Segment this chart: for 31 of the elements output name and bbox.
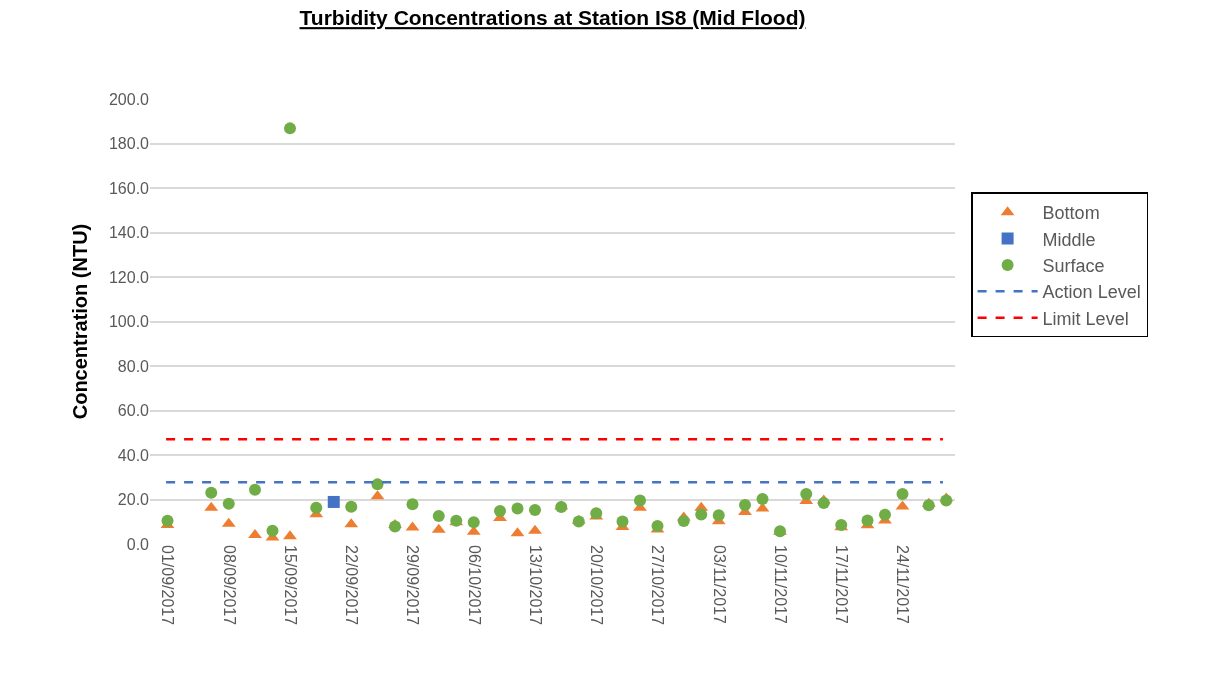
chart-title: Turbidity Concentrations at Station IS8 (Mid Flood) xyxy=(299,6,806,30)
y-axis-title: Concentration (NTU) xyxy=(69,223,92,420)
legend-label: Action Level xyxy=(1042,282,1141,303)
x-tick-label: 20/10/2017 xyxy=(588,545,606,626)
x-tick-label: 08/09/2017 xyxy=(220,545,238,626)
legend-label: Middle xyxy=(1042,229,1096,250)
y-tick-label: 180.0 xyxy=(108,135,150,153)
x-tick-label: 06/10/2017 xyxy=(465,545,483,626)
legend-label: Surface xyxy=(1042,255,1105,276)
x-tick-label: 22/09/2017 xyxy=(343,545,361,626)
y-tick-label: 120.0 xyxy=(108,268,150,286)
y-tick-label: 80.0 xyxy=(117,357,150,375)
y-tick-label: 140.0 xyxy=(108,224,150,242)
x-tick-label: 10/11/2017 xyxy=(771,545,789,624)
y-tick-label: 160.0 xyxy=(108,179,150,197)
y-tick-label: 200.0 xyxy=(108,90,150,108)
x-tick-label: 03/11/2017 xyxy=(710,545,728,624)
y-tick-label: 100.0 xyxy=(108,313,150,331)
x-tick-label: 27/10/2017 xyxy=(649,545,667,626)
x-tick-label: 15/09/2017 xyxy=(281,545,299,626)
x-tick-label: 13/10/2017 xyxy=(526,545,544,626)
x-tick-label: 24/11/2017 xyxy=(894,545,912,624)
x-tick-label: 01/09/2017 xyxy=(159,545,177,626)
y-tick-label: 60.0 xyxy=(117,402,150,420)
y-tick-label: 40.0 xyxy=(117,446,150,464)
legend-label: Bottom xyxy=(1042,203,1100,224)
x-tick-label: 17/11/2017 xyxy=(833,545,851,624)
x-tick-label: 29/09/2017 xyxy=(404,545,422,626)
y-tick-label: 20.0 xyxy=(117,491,150,509)
y-tick-label: 0.0 xyxy=(126,535,150,553)
legend-label: Limit Level xyxy=(1042,308,1129,329)
